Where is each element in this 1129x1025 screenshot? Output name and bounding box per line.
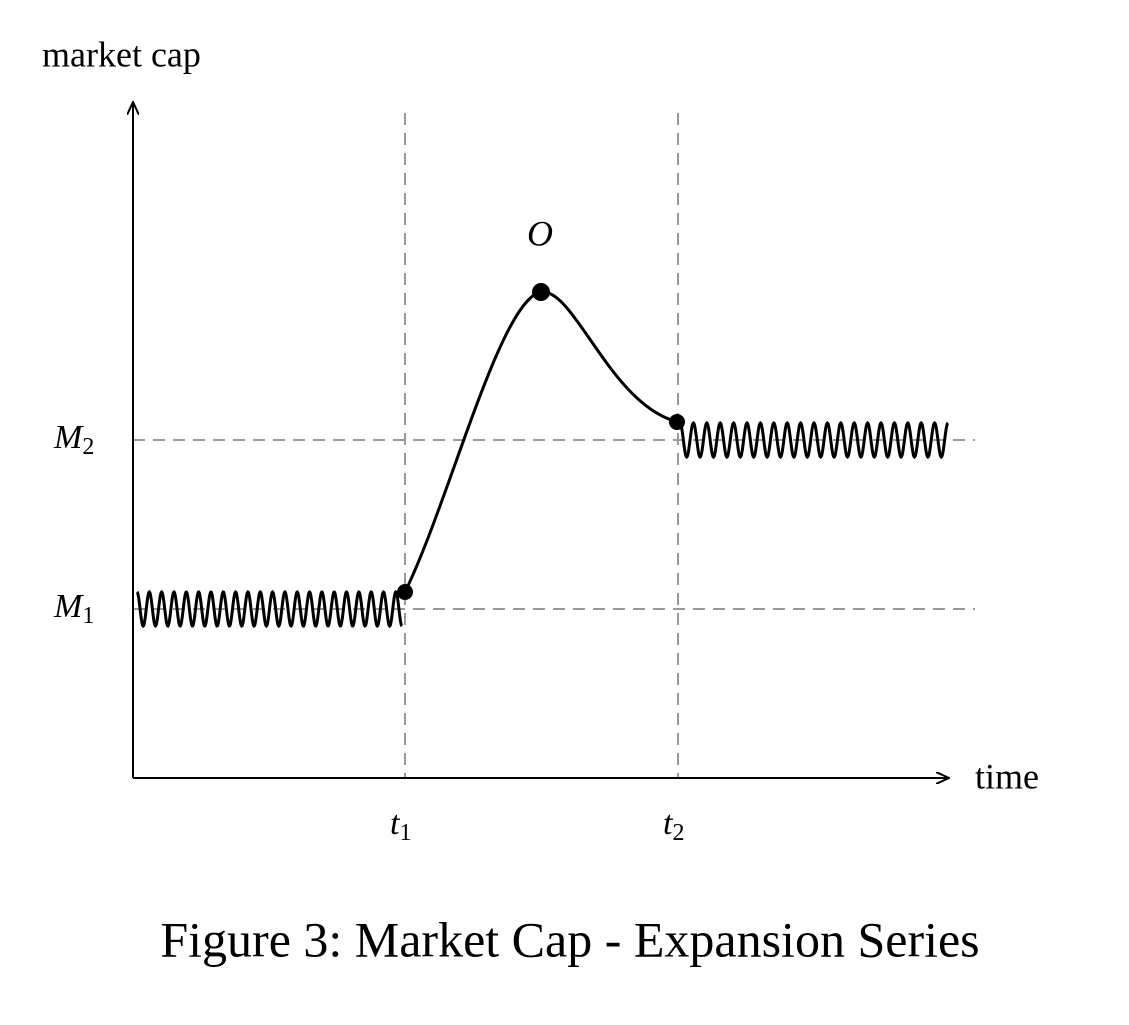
symbol: t (390, 805, 401, 842)
level-label: M1 (53, 588, 94, 629)
oscillation (135, 589, 404, 629)
symbol: t (663, 805, 674, 842)
symbol: M (53, 419, 84, 456)
peak-point (532, 283, 550, 301)
time-label: t1 (390, 805, 411, 846)
level-label: M2 (53, 419, 94, 460)
subscript: 1 (82, 603, 94, 629)
caption: Figure 3: Market Cap - Expansion Series (160, 911, 979, 967)
y-axis-label: market cap (42, 34, 201, 74)
peak-label: O (527, 213, 553, 253)
oscillation (679, 421, 949, 459)
point (669, 414, 685, 430)
expansion-curve (403, 290, 679, 593)
x-axis-label: time (975, 756, 1039, 796)
point (397, 584, 413, 600)
time-label: t2 (663, 805, 684, 846)
symbol: M (53, 588, 84, 625)
subscript: 2 (672, 820, 684, 846)
subscript: 2 (82, 434, 94, 460)
subscript: 1 (399, 820, 411, 846)
